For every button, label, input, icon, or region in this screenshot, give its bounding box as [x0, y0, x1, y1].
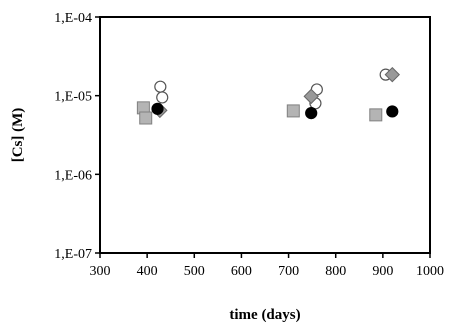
- data-point: [151, 102, 164, 115]
- data-point: [286, 104, 300, 118]
- x-tick-label: 800: [325, 264, 346, 279]
- plot-area: [99, 16, 431, 254]
- x-tick-label: 400: [137, 264, 158, 279]
- data-points: [136, 66, 400, 125]
- data-point: [139, 111, 153, 125]
- data-point: [305, 107, 318, 120]
- y-tick-label: 1,E-04: [54, 11, 92, 26]
- y-axis: 1,E-04 1,E-05 1,E-06 1,E-07: [54, 11, 100, 262]
- data-point: [154, 80, 167, 93]
- y-tick-label: 1,E-06: [54, 168, 92, 183]
- x-tick-label: 700: [278, 264, 299, 279]
- data-point: [303, 88, 319, 105]
- x-tick-label: 600: [231, 264, 252, 279]
- data-point: [156, 91, 169, 104]
- data-point: [369, 108, 383, 122]
- y-axis-title: [Cs] (M): [10, 108, 26, 163]
- x-tick-label: 900: [372, 264, 393, 279]
- x-tick-label: 1000: [416, 264, 444, 279]
- x-tick-label: 500: [184, 264, 205, 279]
- data-point: [384, 66, 400, 83]
- y-tick-label: 1,E-07: [54, 247, 92, 262]
- x-axis-title: time (days): [229, 307, 300, 323]
- y-tick-label: 1,E-05: [54, 90, 92, 105]
- x-tick-label: 300: [90, 264, 111, 279]
- x-axis: 300 400 500 600 700 800 900 1000: [90, 253, 444, 279]
- data-point: [386, 105, 399, 118]
